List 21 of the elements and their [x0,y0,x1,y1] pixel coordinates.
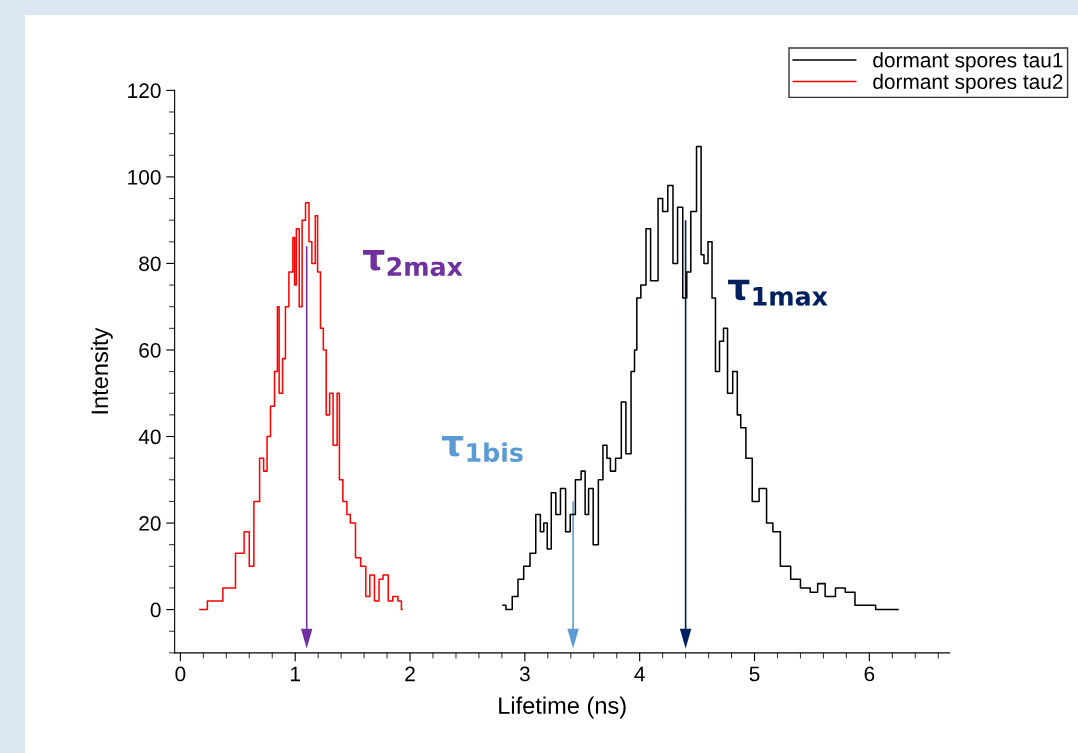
y-tick-label: 80 [139,256,161,272]
y-tick-label: 0 [150,602,161,618]
x-tick-label: 0 [175,666,186,682]
x-tick-label: 1 [291,666,300,682]
y-tick-label: 100 [128,169,161,185]
annotation: τ$_{1bis}$ [441,435,523,462]
annotation: τ$_{1max}$ [728,279,828,306]
y-tick-label: 120 [128,83,161,99]
y-axis-title: Intensity [90,327,113,414]
x-tick-label: 6 [864,666,875,682]
x-tick-label: 5 [749,666,760,682]
y-tick-label: 20 [139,516,161,531]
x-tick-label: 3 [519,666,530,682]
annotation: τ$_{2max}$ [363,250,463,277]
legend-label: dormant spores tau1 [873,52,1063,72]
x-tick-label: 4 [634,666,645,682]
x-tick-label: 2 [405,666,415,682]
legend-label: dormant spores tau2 [873,73,1063,94]
x-axis-title: Lifetime (ns) [499,696,626,719]
y-tick-label: 60 [139,342,161,358]
y-tick-label: 40 [138,429,161,445]
